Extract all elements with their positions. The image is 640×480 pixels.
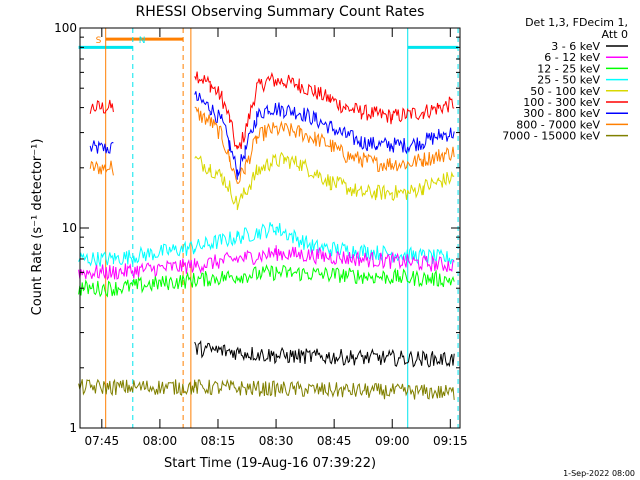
legend-header-line2: Att 0 [602,28,628,41]
plot-area: S N 1 10 100 07:45 08:00 08:15 08:30 08:45 09:00 09… [54,21,468,448]
legend-label: 25 - 50 keV [537,74,600,87]
legend-label: 800 - 7000 keV [516,118,600,131]
x-tick-label: 08:30 [259,434,294,448]
x-tick-label: 09:15 [433,434,468,448]
y-tick-label: 1 [69,421,77,435]
series-line [194,71,455,150]
event-marker-label: S [96,36,102,46]
series-line [194,106,455,184]
footer-date: 1-Sep-2022 08:00 [563,469,635,478]
series-line [89,160,114,176]
y-tick-label: 100 [54,21,77,35]
x-tick-label: 07:45 [85,434,120,448]
legend-label: 12 - 25 keV [537,62,600,75]
event-marker-label: N [139,36,146,46]
series-line [78,263,455,298]
legend-label: 100 - 300 keV [523,96,600,109]
legend-label: 50 - 100 keV [530,85,600,98]
x-tick-label: 08:15 [201,434,236,448]
legend-label: 7000 - 15000 keV [502,130,600,143]
x-tick-label: 09:00 [375,434,410,448]
series-line [89,99,114,114]
series-line [89,140,114,154]
chart-title: RHESSI Observing Summary Count Rates [136,4,425,20]
y-tick-label: 10 [62,221,77,235]
series-line [194,91,455,180]
x-tick-label: 08:45 [317,434,352,448]
x-axis-label: Start Time (19-Aug-16 07:39:22) [164,456,376,471]
series-line [78,245,455,281]
series-line [194,151,455,211]
legend-label: 300 - 800 keV [523,107,600,120]
series-line [78,222,455,268]
legend-label: 3 - 6 keV [551,40,600,53]
x-tick-label: 08:00 [143,434,178,448]
legend-label: 6 - 12 keV [544,51,600,64]
series-line [78,378,455,400]
legend-header-line1: Det 1,3, FDecim 1, [525,16,628,29]
series-line [194,340,455,368]
y-axis-label: Count Rate (s⁻¹ detector⁻¹) [30,139,45,316]
